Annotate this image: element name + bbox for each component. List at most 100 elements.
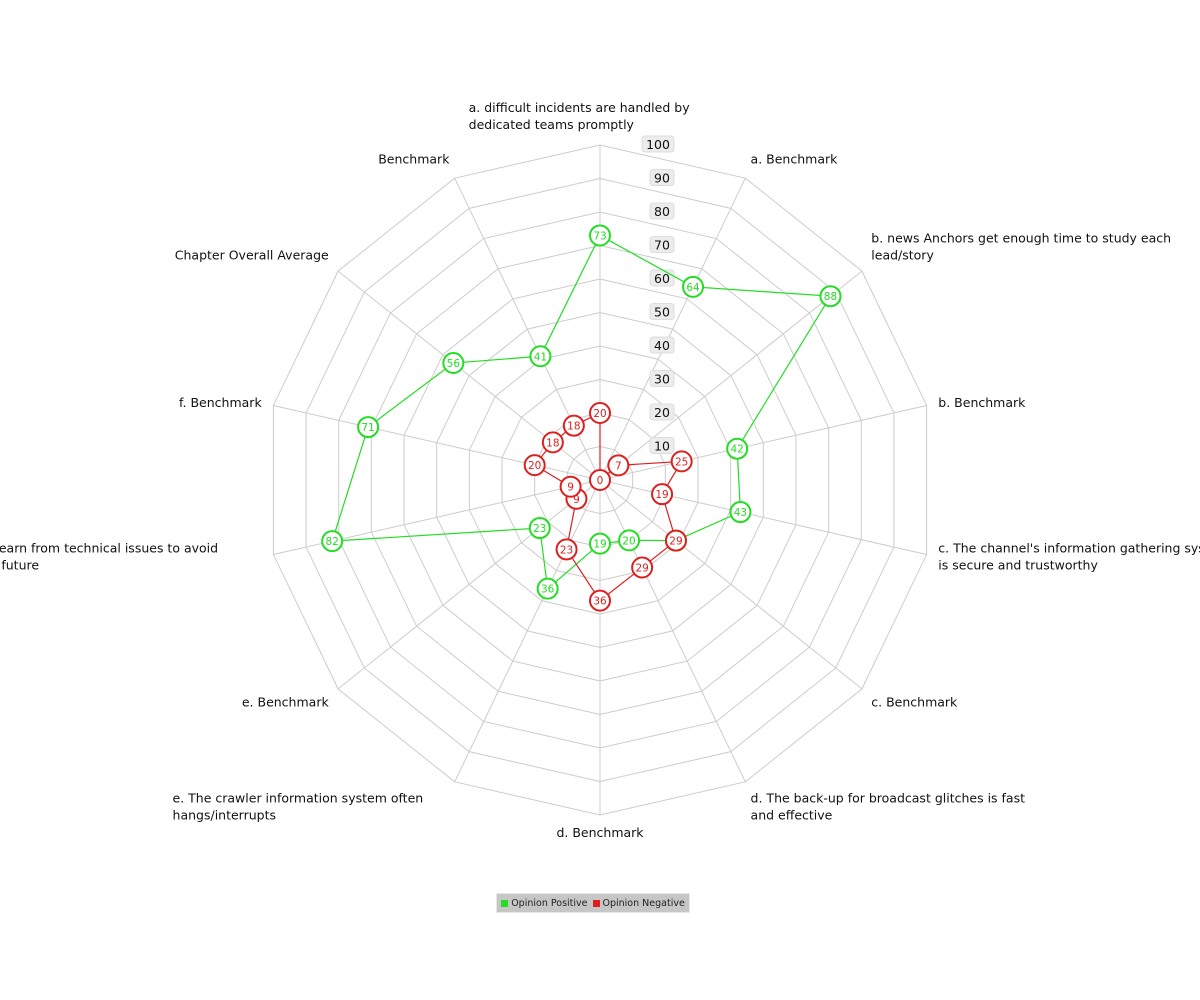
- data-point: [523, 454, 546, 477]
- data-label: 18: [567, 421, 580, 433]
- grid-spoke: [337, 479, 601, 690]
- axis-label: b. Benchmark: [938, 395, 1026, 410]
- series-line: [331, 234, 832, 590]
- data-label: 88: [824, 291, 837, 303]
- grid-spoke: [599, 177, 746, 481]
- data-label: 73: [593, 230, 606, 242]
- legend-item-negative: Opinion Negative: [592, 897, 685, 909]
- data-label: 36: [593, 596, 607, 608]
- axis-labels: a. difficult incidents are handled by ded…: [0, 100, 1200, 840]
- data-point: [357, 416, 380, 439]
- legend-swatch-positive: [501, 899, 509, 907]
- tick-label: 40: [649, 336, 675, 354]
- data-label: 43: [734, 507, 747, 519]
- radial-tick-labels: 10 20 30 40 50 60 70 80 90 100: [641, 135, 675, 454]
- tick-label: 50: [649, 303, 675, 320]
- tick-label: 70: [649, 236, 675, 253]
- data-label: 20: [593, 408, 606, 420]
- axis-label: d. The back-up for broadcast glitches is…: [751, 791, 1026, 823]
- radar-grid: [272, 144, 928, 816]
- data-label: 23: [533, 523, 546, 535]
- data-label: 7: [615, 460, 622, 472]
- data-point: [589, 532, 611, 555]
- legend-label-negative: Opinion Negative: [602, 897, 685, 909]
- grid-spoke: [599, 479, 746, 783]
- tick-label: 80: [649, 202, 675, 220]
- data-point: [529, 345, 552, 368]
- data-point: [541, 431, 564, 454]
- data-point: [589, 402, 611, 424]
- data-label: 0: [597, 475, 604, 487]
- svg-text:80: 80: [654, 204, 670, 219]
- data-point: [729, 501, 752, 524]
- data-label: 25: [675, 456, 688, 468]
- grid-spoke: [273, 404, 601, 481]
- data-point: [726, 437, 749, 460]
- svg-text:10: 10: [654, 439, 670, 454]
- data-point: [321, 530, 344, 553]
- data-point: [528, 517, 551, 540]
- legend-item-positive: Opinion Positive: [501, 897, 588, 909]
- data-point: [555, 538, 578, 561]
- data-point: [682, 275, 705, 298]
- axis-label: a. Benchmark: [751, 151, 839, 166]
- data-label: 82: [325, 536, 338, 548]
- data-label: 20: [528, 460, 541, 472]
- data-label: 71: [361, 422, 374, 434]
- svg-text:60: 60: [654, 271, 670, 286]
- data-point: [819, 285, 842, 308]
- svg-text:30: 30: [654, 372, 670, 387]
- grid-spoke: [599, 404, 927, 481]
- data-point: [631, 556, 654, 579]
- axis-label: e. Benchmark: [242, 694, 330, 709]
- data-point: [607, 454, 630, 477]
- data-point: [589, 469, 611, 491]
- tick-label: 20: [649, 403, 675, 421]
- data-label: 18: [546, 437, 559, 449]
- svg-text:90: 90: [654, 171, 670, 186]
- data-label: 29: [635, 563, 648, 575]
- grid-spoke: [599, 479, 863, 690]
- axis-label: c. The channel's information gathering s…: [938, 541, 1200, 573]
- axis-label: Chapter Overall Average: [175, 248, 329, 263]
- data-point: [442, 352, 465, 375]
- data-point: [536, 577, 559, 600]
- svg-text:50: 50: [654, 305, 670, 320]
- tick-label: 30: [649, 370, 675, 387]
- data-point: [589, 589, 611, 612]
- axis-label: b. news Anchors get enough time to study…: [871, 231, 1171, 263]
- data-point: [559, 475, 582, 498]
- legend-label-positive: Opinion Positive: [511, 897, 588, 909]
- data-label: 64: [686, 282, 700, 294]
- data-point: [670, 450, 693, 473]
- data-label: 9: [573, 494, 580, 506]
- data-label: 19: [655, 489, 668, 501]
- data-point: [618, 529, 641, 552]
- series-0: 73 64 88 42 43 29 20 19 36 23 82 71 56 41: [321, 224, 842, 600]
- series-1: 20 07 25 19 29 29 36 23 99 20 18 18: [523, 402, 693, 612]
- axis-label: d. Benchmark: [556, 825, 644, 840]
- axis-label: e. The crawler information system often h…: [173, 791, 424, 823]
- axis-label: a. difficult incidents are handled by ded…: [469, 100, 691, 132]
- series-layer: 7364884243292019362382715641200725192929…: [321, 224, 842, 612]
- data-label: 19: [593, 539, 606, 551]
- tick-label: 90: [649, 169, 675, 186]
- data-point: [562, 414, 585, 437]
- tick-label: 100: [641, 135, 675, 153]
- axis-label: c. Benchmark: [871, 694, 958, 709]
- data-point: [651, 483, 674, 506]
- data-label: 23: [560, 544, 573, 556]
- data-point: [589, 224, 611, 247]
- tick-label: 60: [649, 269, 675, 287]
- axis-label: Benchmark: [378, 151, 450, 166]
- data-label: 20: [622, 535, 635, 547]
- grid-spoke: [454, 479, 601, 783]
- legend-swatch-negative: [592, 899, 600, 907]
- data-label: 56: [447, 358, 461, 370]
- svg-text:100: 100: [646, 137, 670, 152]
- svg-text:20: 20: [654, 405, 670, 420]
- axis-label: f. Benchmark: [179, 395, 262, 410]
- svg-text:40: 40: [654, 338, 670, 353]
- data-point: [664, 529, 687, 552]
